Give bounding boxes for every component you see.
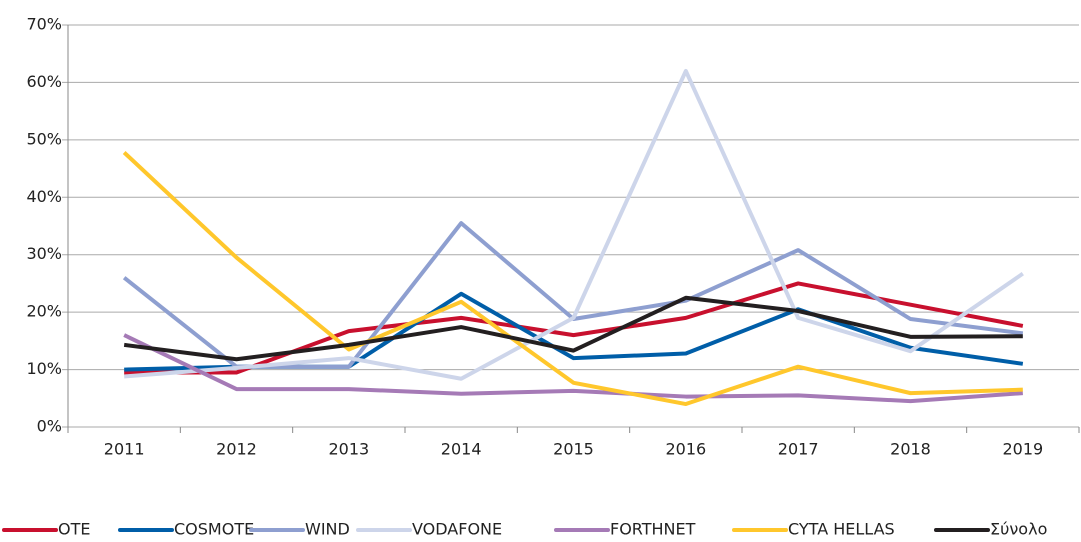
series-line bbox=[122, 151, 1023, 407]
legend-label: VODAFONE bbox=[412, 520, 502, 539]
x-tick-label: 2015 bbox=[553, 440, 594, 459]
series-line bbox=[123, 333, 1023, 404]
x-tick-label: 2013 bbox=[328, 440, 369, 459]
y-tick-label: 40% bbox=[26, 187, 62, 206]
x-tick-label: 2019 bbox=[1002, 440, 1043, 459]
y-tick-label: 0% bbox=[37, 417, 62, 436]
y-tick-label: 20% bbox=[26, 302, 62, 321]
x-tick-label: 2016 bbox=[665, 440, 706, 459]
series-line bbox=[124, 68, 1024, 381]
series-line bbox=[123, 295, 1023, 362]
legend-label: FORTHNET bbox=[610, 520, 696, 539]
y-tick-label: 50% bbox=[26, 129, 62, 148]
y-tick-label: 30% bbox=[26, 244, 62, 263]
y-tick-label: 60% bbox=[26, 72, 62, 91]
legend-label: OTE bbox=[58, 520, 90, 539]
legend-label: Σύνολο bbox=[990, 520, 1047, 539]
x-tick-label: 2012 bbox=[216, 440, 257, 459]
legend-label: COSMOTE bbox=[174, 520, 254, 539]
legend-label: CYTA HELLAS bbox=[788, 520, 895, 539]
legend-label: WIND bbox=[305, 520, 350, 539]
y-tick-label: 70% bbox=[26, 15, 62, 34]
x-tick-label: 2014 bbox=[441, 440, 482, 459]
x-tick-label: 2011 bbox=[104, 440, 145, 459]
x-tick-label: 2018 bbox=[890, 440, 931, 459]
y-tick-label: 10% bbox=[26, 359, 62, 378]
x-tick-label: 2017 bbox=[778, 440, 819, 459]
